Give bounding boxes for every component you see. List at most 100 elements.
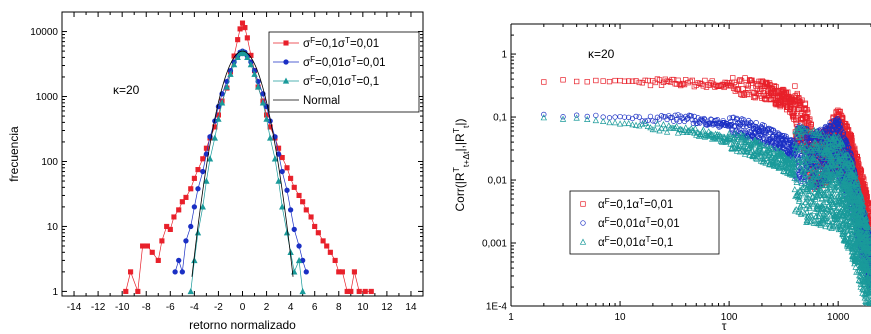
data-point <box>830 222 837 229</box>
data-point <box>584 115 591 122</box>
data-point <box>837 109 843 115</box>
data-point <box>541 111 547 118</box>
data-point <box>824 217 831 224</box>
data-point <box>726 115 733 121</box>
x-tick-label: -12 <box>91 302 106 313</box>
data-point <box>714 117 720 123</box>
data-point <box>776 164 783 171</box>
data-point <box>140 243 146 249</box>
x-tick-label: 14 <box>405 302 417 313</box>
data-point <box>242 25 248 31</box>
data-point <box>820 200 828 207</box>
kappa-annotation: κ=20 <box>588 47 615 61</box>
data-point <box>817 166 824 173</box>
data-point <box>639 118 645 124</box>
data-point <box>791 164 799 171</box>
legend-marker <box>283 59 289 65</box>
data-point <box>791 148 799 155</box>
data-point <box>862 184 868 190</box>
data-point <box>254 83 262 90</box>
data-point <box>761 122 767 129</box>
normal-curve <box>191 50 294 277</box>
data-point <box>699 81 705 87</box>
data-point <box>806 191 813 198</box>
x-tick-label: -10 <box>115 302 130 313</box>
data-point <box>339 269 345 275</box>
data-point <box>633 113 639 120</box>
data-point <box>606 119 613 126</box>
data-point <box>737 77 743 83</box>
data-point <box>753 120 759 126</box>
data-point <box>810 216 818 223</box>
data-point <box>852 171 859 178</box>
data-point <box>218 99 226 106</box>
data-point <box>194 229 202 236</box>
data-point <box>799 128 806 135</box>
data-point <box>688 113 694 119</box>
data-point <box>658 124 665 131</box>
data-point <box>662 113 668 120</box>
data-point <box>171 214 177 220</box>
data-point <box>629 121 636 128</box>
data-point <box>839 141 846 148</box>
data-point <box>831 133 838 140</box>
data-point <box>850 167 858 174</box>
data-point <box>689 77 695 84</box>
data-point <box>599 117 607 124</box>
data-point <box>652 126 659 133</box>
data-point <box>626 114 632 121</box>
data-point <box>692 125 699 132</box>
data-point <box>819 180 826 187</box>
data-point <box>793 142 800 149</box>
data-point <box>817 132 825 139</box>
data-point <box>701 115 707 122</box>
data-point <box>188 223 194 230</box>
data-point <box>846 182 853 190</box>
data-point <box>802 152 809 159</box>
data-point <box>798 210 805 217</box>
y-tick-label: 0,001 <box>482 239 507 250</box>
data-point <box>159 238 165 244</box>
data-point <box>858 241 866 248</box>
data-point <box>792 83 798 89</box>
data-point <box>295 256 303 264</box>
data-point <box>837 146 845 153</box>
data-point <box>857 190 864 197</box>
data-point <box>617 113 623 120</box>
data-point <box>757 142 764 149</box>
data-point <box>866 245 871 252</box>
data-point <box>849 191 857 198</box>
data-point <box>729 144 736 151</box>
data-point <box>793 117 799 124</box>
data-point <box>296 192 302 199</box>
data-point <box>223 83 231 90</box>
data-point <box>775 130 781 136</box>
x-tick-label: 10 <box>357 302 369 313</box>
data-point <box>814 201 821 209</box>
data-point <box>801 175 808 182</box>
data-point <box>831 190 838 197</box>
series-3 <box>191 50 294 277</box>
data-point <box>793 176 800 183</box>
data-point <box>824 184 831 192</box>
data-point <box>633 78 639 84</box>
data-point <box>206 155 214 162</box>
data-point <box>752 95 758 101</box>
data-point <box>834 183 842 190</box>
data-point <box>259 99 267 106</box>
legend-entry: σF=0,01σT=0,1 <box>303 74 379 89</box>
data-point <box>806 204 813 211</box>
data-point <box>717 132 724 139</box>
y-tick-label: 0,01 <box>488 176 508 187</box>
data-point <box>279 154 285 161</box>
data-point <box>617 77 623 84</box>
data-point <box>668 124 676 131</box>
data-point <box>271 155 279 162</box>
data-point <box>791 186 798 193</box>
x-tick-label: 12 <box>381 302 393 313</box>
data-point <box>806 187 813 194</box>
data-point <box>675 77 681 83</box>
data-point <box>850 172 857 179</box>
legend-entry: σF=0,1σT=0,01 <box>303 36 379 51</box>
